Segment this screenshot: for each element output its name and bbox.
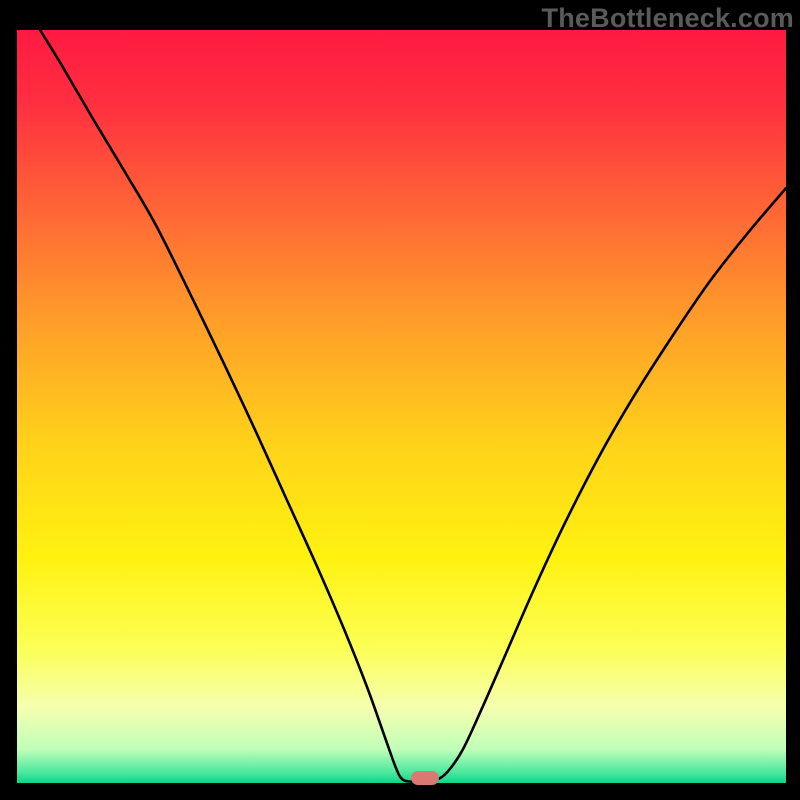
chart-frame: TheBottleneck.com	[0, 0, 800, 800]
plot-area	[17, 30, 786, 783]
watermark-text: TheBottleneck.com	[542, 3, 794, 34]
minimum-marker	[411, 771, 439, 785]
bottleneck-curve	[17, 30, 786, 783]
